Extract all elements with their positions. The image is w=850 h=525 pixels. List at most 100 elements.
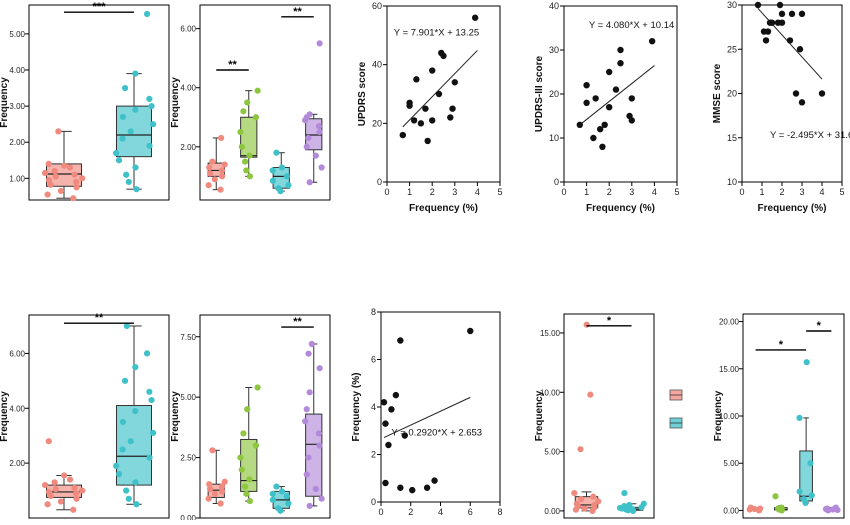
data-point (380, 399, 388, 406)
data-point (435, 90, 443, 98)
x-tick-label: 5 (497, 187, 502, 197)
plot-frame (199, 4, 331, 201)
data-point (302, 418, 309, 425)
x-tick-label: 3 (629, 187, 634, 197)
data-point (244, 99, 251, 106)
data-point (303, 406, 310, 413)
data-point (305, 134, 312, 142)
data-point (576, 121, 584, 128)
y-axis-label: Frequency (713, 390, 724, 441)
data-point (757, 505, 764, 512)
y-tick-label: 4.00 (180, 84, 196, 93)
data-point (269, 490, 276, 497)
significance-label: ** (293, 6, 302, 18)
plot-frame (199, 314, 331, 519)
data-point (621, 489, 628, 497)
data-point (583, 321, 590, 328)
data-point (269, 167, 276, 174)
data-point (132, 479, 139, 486)
data-point (119, 135, 126, 142)
data-point (429, 67, 436, 74)
box-body (240, 116, 258, 158)
data-point (123, 487, 130, 494)
data-point (648, 38, 656, 45)
data-point (315, 123, 323, 130)
y-tick-label: 6 (371, 355, 376, 365)
data-point (132, 70, 139, 77)
y-tick-label: 5.00 (544, 448, 560, 457)
x-tick-label: 1 (584, 187, 589, 197)
data-point (397, 337, 404, 344)
y-tick-label: 5.00 (723, 459, 739, 468)
data-point (132, 407, 139, 415)
y-tick-label: 4 (371, 402, 376, 412)
y-tick-label: 2 (371, 450, 376, 460)
data-point (312, 152, 319, 159)
panel-B5: 0.00 5.00 10.00 15.00 20.00 Frequency * * (713, 313, 845, 519)
data-point (206, 481, 213, 488)
data-point (243, 490, 250, 497)
data-point (278, 164, 286, 171)
y-tick-label: 40 (372, 60, 382, 70)
data-point (807, 460, 814, 467)
data-point (429, 117, 436, 124)
data-point (218, 134, 225, 142)
data-point (617, 60, 624, 67)
data-point (409, 486, 416, 494)
y-tick-label: 5.00 (180, 393, 196, 402)
y-axis-label: Frequency (170, 77, 181, 128)
y-axis-label: Frequency (534, 390, 545, 441)
data-point (440, 52, 447, 60)
y-tick-label: 10 (727, 177, 737, 187)
data-point (123, 171, 130, 178)
data-point (79, 487, 86, 494)
data-point (45, 438, 52, 445)
y-tick-label: 20 (549, 89, 559, 99)
data-point (626, 501, 633, 509)
data-point (431, 477, 438, 484)
y-axis-label: Frequency (0, 391, 10, 442)
data-point (221, 478, 228, 485)
data-point (240, 108, 247, 115)
data-point (417, 120, 425, 127)
data-point (316, 442, 323, 449)
regression-line (579, 65, 655, 126)
x-tick-label: 0 (384, 187, 389, 197)
data-point (55, 128, 62, 135)
data-point (237, 454, 244, 461)
data-point (132, 164, 139, 171)
data-point (45, 488, 52, 496)
data-point (244, 406, 251, 413)
y-tick-label: 6.00 (9, 349, 25, 358)
data-point (392, 391, 400, 399)
y-axis-label: Frequency (0, 77, 10, 128)
data-point (218, 488, 226, 495)
data-point (318, 495, 325, 502)
data-point (218, 173, 226, 180)
data-point (406, 99, 413, 107)
data-point (148, 103, 155, 110)
data-point (577, 446, 584, 453)
y-tick-label: 25 (727, 44, 737, 54)
data-point (41, 481, 49, 489)
data-point (306, 111, 313, 118)
data-point (451, 79, 458, 86)
data-point (146, 142, 153, 149)
y-tick-label: 2.50 (180, 454, 196, 463)
regression-equation: Y = 7.901*X + 13.25 (394, 27, 479, 38)
y-tick-label: 0.00 (723, 506, 739, 515)
data-point (768, 19, 776, 26)
data-point (119, 113, 127, 121)
data-point (606, 68, 613, 76)
data-point (308, 340, 315, 348)
box-body (240, 438, 258, 492)
plot-frame (28, 4, 170, 201)
plot-frame (741, 4, 843, 183)
data-point (146, 95, 153, 102)
data-point (71, 484, 78, 491)
panel-A4: 0 1 2 3 4 5 0 10 20 30 40 Frequency (%) UPDRS-III sc… (534, 1, 680, 214)
data-point (45, 177, 52, 184)
data-point (798, 99, 806, 106)
data-point (133, 501, 140, 508)
